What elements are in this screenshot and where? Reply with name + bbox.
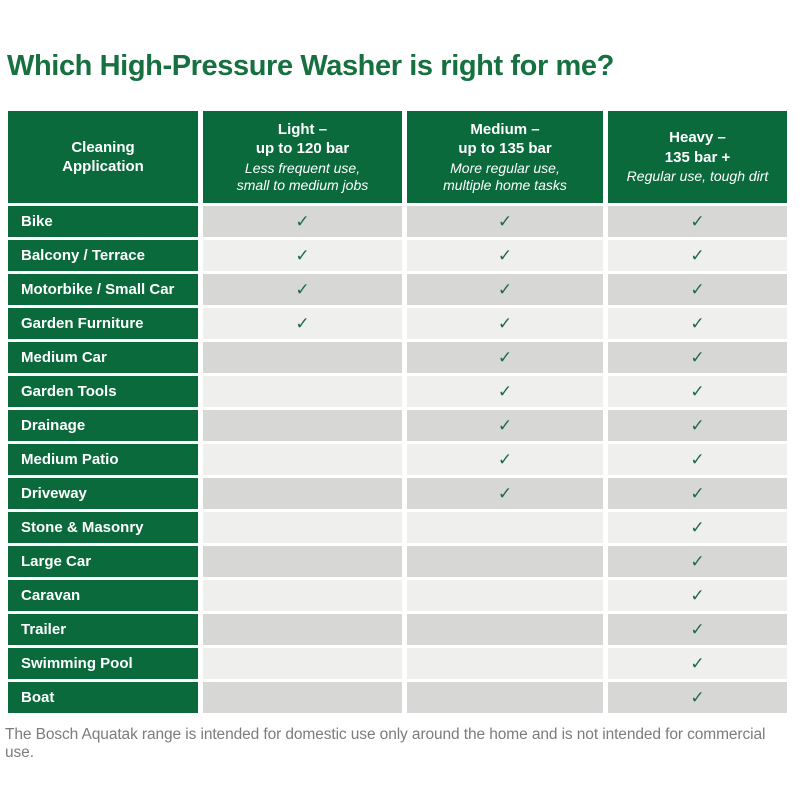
check-cell-light [203, 376, 402, 407]
check-cell-heavy: ✓ [608, 342, 787, 373]
check-cell-light [203, 342, 402, 373]
row-label: Caravan [8, 580, 198, 611]
column-header-medium: Medium – up to 135 bar More regular use,… [407, 111, 603, 203]
table-row: Swimming Pool ✓ [8, 648, 787, 679]
table-row: Bike ✓ ✓ ✓ [8, 206, 787, 237]
check-cell-medium: ✓ [407, 410, 603, 441]
check-cell-medium [407, 580, 603, 611]
check-cell-light [203, 546, 402, 577]
column-header-title: Light – up to 120 bar [255, 120, 350, 158]
row-label: Garden Tools [8, 376, 198, 407]
check-cell-medium: ✓ [407, 478, 603, 509]
check-cell-heavy: ✓ [608, 274, 787, 305]
column-header-cleaning-application: Cleaning Application [8, 111, 198, 203]
check-cell-light: ✓ [203, 240, 402, 271]
row-label: Bike [8, 206, 198, 237]
check-cell-light [203, 580, 402, 611]
check-cell-medium [407, 682, 603, 713]
check-cell-medium: ✓ [407, 308, 603, 339]
row-label: Drainage [8, 410, 198, 441]
check-cell-medium [407, 614, 603, 645]
table-row: Garden Tools ✓ ✓ [8, 376, 787, 407]
header-row: Cleaning Application Light – up to 120 b… [8, 111, 787, 203]
column-header-light: Light – up to 120 bar Less frequent use,… [203, 111, 402, 203]
check-cell-medium: ✓ [407, 274, 603, 305]
table-row: Caravan ✓ [8, 580, 787, 611]
check-cell-light [203, 410, 402, 441]
check-cell-heavy: ✓ [608, 512, 787, 543]
check-cell-light [203, 682, 402, 713]
check-cell-heavy: ✓ [608, 580, 787, 611]
check-cell-heavy: ✓ [608, 240, 787, 271]
row-label: Trailer [8, 614, 198, 645]
row-label: Stone & Masonry [8, 512, 198, 543]
check-cell-heavy: ✓ [608, 206, 787, 237]
row-label: Medium Car [8, 342, 198, 373]
check-cell-heavy: ✓ [608, 444, 787, 475]
table-row: Boat ✓ [8, 682, 787, 713]
row-label: Medium Patio [8, 444, 198, 475]
table-row: Trailer ✓ [8, 614, 787, 645]
check-cell-heavy: ✓ [608, 308, 787, 339]
table-row: Garden Furniture ✓ ✓ ✓ [8, 308, 787, 339]
check-cell-light [203, 648, 402, 679]
row-label: Balcony / Terrace [8, 240, 198, 271]
table-row: Drainage ✓ ✓ [8, 410, 787, 441]
check-cell-medium [407, 648, 603, 679]
column-header-title: Medium – up to 135 bar [458, 120, 552, 158]
table-row: Balcony / Terrace ✓ ✓ ✓ [8, 240, 787, 271]
table-row: Medium Patio ✓ ✓ [8, 444, 787, 475]
row-label: Swimming Pool [8, 648, 198, 679]
check-cell-medium [407, 512, 603, 543]
check-cell-medium [407, 546, 603, 577]
row-label: Garden Furniture [8, 308, 198, 339]
row-label: Motorbike / Small Car [8, 274, 198, 305]
column-header-subtitle: More regular use, multiple home tasks [443, 159, 567, 194]
column-header-title: Heavy – 135 bar + [664, 129, 731, 166]
check-cell-medium: ✓ [407, 376, 603, 407]
check-cell-heavy: ✓ [608, 478, 787, 509]
column-header-subtitle: Regular use, tough dirt [626, 168, 769, 185]
check-cell-light: ✓ [203, 206, 402, 237]
row-label: Large Car [8, 546, 198, 577]
table-body: Bike ✓ ✓ ✓ Balcony / Terrace ✓ ✓ ✓ Motor… [8, 206, 787, 713]
column-header-subtitle: Less frequent use, small to medium jobs [236, 159, 369, 194]
row-label: Driveway [8, 478, 198, 509]
check-cell-medium: ✓ [407, 342, 603, 373]
row-label: Boat [8, 682, 198, 713]
table-row: Stone & Masonry ✓ [8, 512, 787, 543]
check-cell-light: ✓ [203, 274, 402, 305]
disclaimer-text: The Bosch Aquatak range is intended for … [5, 726, 766, 761]
check-cell-medium: ✓ [407, 206, 603, 237]
check-cell-heavy: ✓ [608, 648, 787, 679]
check-cell-heavy: ✓ [608, 546, 787, 577]
comparison-table: Cleaning Application Light – up to 120 b… [3, 108, 792, 716]
page-title: Which High-Pressure Washer is right for … [7, 50, 614, 82]
column-header-label: Cleaning Application [62, 138, 144, 176]
check-cell-heavy: ✓ [608, 614, 787, 645]
check-cell-heavy: ✓ [608, 376, 787, 407]
check-cell-heavy: ✓ [608, 410, 787, 441]
table-row: Medium Car ✓ ✓ [8, 342, 787, 373]
check-cell-light: ✓ [203, 308, 402, 339]
check-cell-light [203, 512, 402, 543]
check-cell-light [203, 614, 402, 645]
column-header-heavy: Heavy – 135 bar + Regular use, tough dir… [608, 111, 787, 203]
check-cell-light [203, 444, 402, 475]
check-cell-light [203, 478, 402, 509]
check-cell-heavy: ✓ [608, 682, 787, 713]
table-row: Motorbike / Small Car ✓ ✓ ✓ [8, 274, 787, 305]
table-row: Driveway ✓ ✓ [8, 478, 787, 509]
table-row: Large Car ✓ [8, 546, 787, 577]
check-cell-medium: ✓ [407, 444, 603, 475]
check-cell-medium: ✓ [407, 240, 603, 271]
